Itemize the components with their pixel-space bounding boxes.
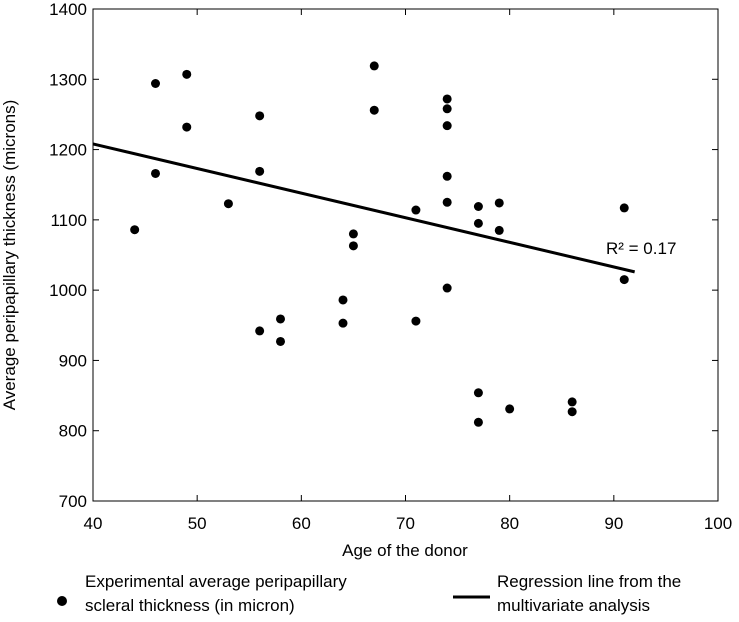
- point: [619, 275, 629, 285]
- annotation: R² = 0.17: [606, 239, 676, 258]
- point: [473, 388, 483, 398]
- point: [338, 318, 348, 328]
- point: [567, 397, 577, 407]
- point: [151, 168, 160, 178]
- x-tick-label: 70: [396, 514, 415, 533]
- point: [255, 326, 265, 336]
- point: [276, 336, 285, 346]
- point: [494, 198, 504, 208]
- y-tick-label: 700: [59, 492, 87, 511]
- x-tick-label: 40: [84, 514, 103, 533]
- y-tick-label: 1400: [49, 0, 87, 19]
- point: [348, 229, 358, 239]
- point: [411, 316, 421, 326]
- point: [505, 404, 515, 414]
- point: [255, 166, 265, 176]
- y-tick-label: 1300: [49, 70, 87, 89]
- point: [151, 79, 160, 89]
- y-tick-label: 1000: [49, 281, 87, 300]
- point: [338, 295, 348, 305]
- legend-label: Experimental average peripapillary scler…: [85, 572, 347, 615]
- regression-line: [92, 142, 636, 274]
- x-tick-label: 80: [500, 514, 519, 533]
- point: [182, 69, 192, 79]
- y-tick-label: 900: [59, 351, 87, 370]
- point: [182, 122, 192, 132]
- y-tick-label: 1100: [50, 211, 87, 230]
- legend-marker: [57, 596, 67, 606]
- x-tick-label: 90: [604, 514, 623, 533]
- point: [442, 104, 452, 114]
- point: [494, 225, 504, 235]
- point: [255, 111, 265, 121]
- point: [369, 61, 379, 71]
- y-tick-label: 1200: [49, 141, 87, 160]
- point: [473, 202, 483, 212]
- point: [130, 225, 140, 235]
- x-tick-label: 100: [704, 514, 732, 533]
- point: [473, 218, 483, 228]
- point: [369, 105, 379, 115]
- point: [442, 171, 452, 181]
- x-tick-label: 60: [292, 514, 311, 533]
- point: [442, 283, 452, 293]
- y-tick-label: 800: [59, 422, 87, 441]
- point: [276, 314, 285, 324]
- point: [442, 94, 452, 104]
- point: [567, 407, 577, 417]
- point: [473, 417, 483, 427]
- legend-label: Regression line from the multivariate an…: [497, 572, 682, 615]
- point: [619, 203, 629, 213]
- x-axis-label: Age of the donor: [342, 541, 468, 560]
- x-tick-label: 50: [188, 514, 207, 533]
- point: [442, 121, 452, 131]
- point: [411, 205, 421, 215]
- y-axis-label: Average peripapillary thickness (microns…: [0, 100, 19, 411]
- point: [348, 241, 358, 251]
- point: [442, 197, 452, 207]
- point: [223, 199, 233, 209]
